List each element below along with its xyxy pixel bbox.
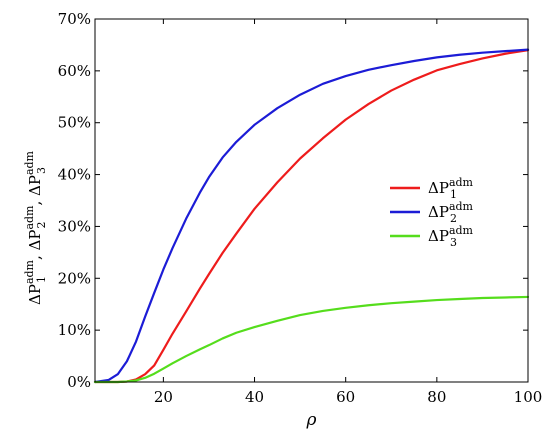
ticks-layer: 20 40 60 80 100 0% 10% 20% 30% 40% 50% 60% 70% <box>58 10 543 406</box>
series-line-3 <box>93 295 530 384</box>
y-tick-label: 50% <box>58 114 91 132</box>
y-axis-title: ΔPadm1, ΔPadm2, ΔPadm3 <box>23 150 48 305</box>
x-tick-label: 60 <box>336 388 355 406</box>
x-tick-label: 100 <box>514 388 543 406</box>
y-tick-label: 30% <box>58 217 91 235</box>
legend-label-1: ΔPadm 1 <box>428 176 474 201</box>
plot-frame <box>94 18 529 383</box>
y-tick-label: 0% <box>67 373 91 391</box>
legend-label-2: ΔPadm 2 <box>428 200 474 225</box>
x-tick-label: 20 <box>154 388 173 406</box>
x-tick-label: 80 <box>427 388 446 406</box>
series-line-1 <box>93 49 530 384</box>
y-tick-label: 40% <box>58 166 91 184</box>
series-line-2 <box>93 48 530 384</box>
y-tick-label: 70% <box>58 10 91 28</box>
series-layer <box>93 48 530 384</box>
x-tick-label: 40 <box>245 388 264 406</box>
x-axis-title: ρ <box>306 410 317 430</box>
legend-label-3: ΔPadm 3 <box>428 224 474 249</box>
svg-text:ΔPadm1, ΔPadm2, ΔPadm3: ΔPadm1, ΔPadm2, ΔPadm3 <box>23 150 48 305</box>
y-tick-label: 10% <box>58 321 91 339</box>
y-tick-label: 60% <box>58 62 91 80</box>
y-tick-label: 20% <box>58 269 91 287</box>
